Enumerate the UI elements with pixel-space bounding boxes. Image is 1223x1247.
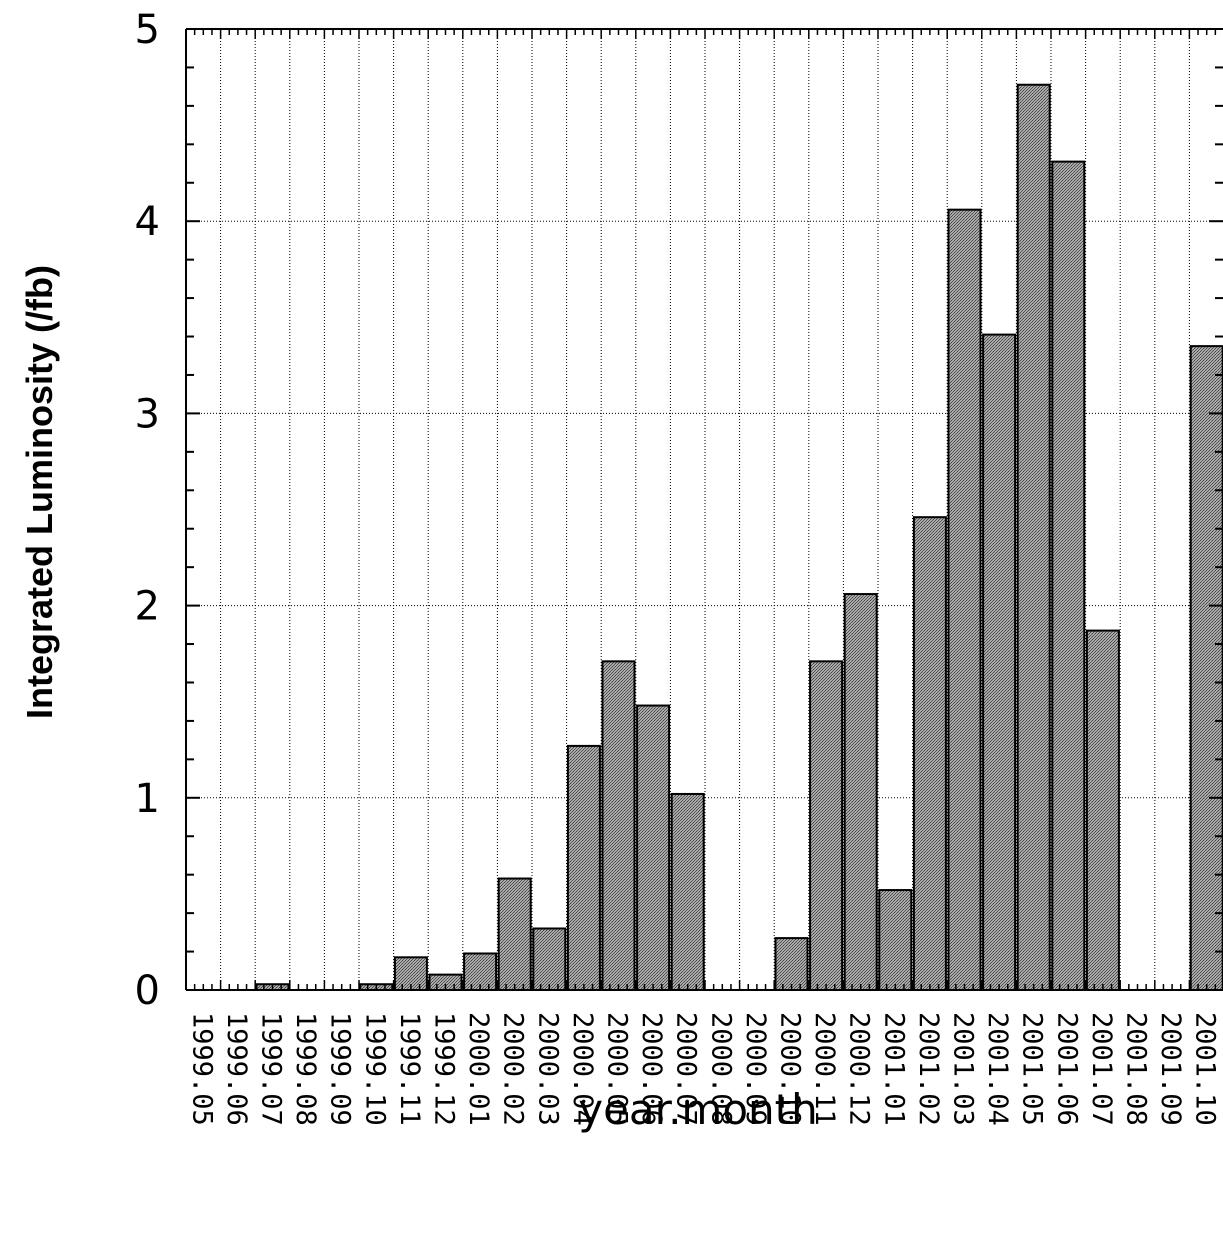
x-tick-label: 2000.06 bbox=[636, 1012, 667, 1126]
bar-2000.10 bbox=[774, 937, 809, 992]
x-tick-label: 2000.04 bbox=[567, 1012, 598, 1126]
y-tick-label: 2 bbox=[135, 584, 160, 630]
y-tick-label: 1 bbox=[135, 776, 160, 822]
x-tick-label: 1999.06 bbox=[221, 1012, 252, 1126]
x-tick-label: 2000.10 bbox=[775, 1012, 806, 1126]
x-tick-label: 2001.04 bbox=[982, 1012, 1013, 1126]
x-axis-title: year.month bbox=[578, 1085, 818, 1134]
x-tick-label: 2001.05 bbox=[1017, 1012, 1048, 1126]
bar-2001.03 bbox=[947, 208, 982, 991]
x-tick-label: 2001.10 bbox=[1190, 1012, 1221, 1126]
bar-2001.07 bbox=[1085, 629, 1120, 991]
bar-2001.01 bbox=[878, 889, 913, 992]
x-tick-label: 2000.01 bbox=[463, 1012, 494, 1126]
bar-2000.03 bbox=[532, 927, 567, 991]
y-tick-label: 3 bbox=[135, 391, 160, 437]
x-tick-label: 2000.07 bbox=[671, 1012, 702, 1126]
y-tick-label: 0 bbox=[135, 968, 160, 1014]
x-tick-label: 1999.10 bbox=[359, 1012, 390, 1126]
bars bbox=[255, 83, 1223, 992]
y-tick-labels: 0 1 2 3 4 5 bbox=[135, 7, 160, 1014]
bar-2001.05 bbox=[1016, 83, 1051, 992]
bar-2001.02 bbox=[912, 516, 947, 991]
x-tick-label: 1999.05 bbox=[186, 1012, 217, 1126]
bar-2001.10 bbox=[1189, 345, 1223, 991]
x-tick-labels: 1999.05 1999.06 1999.07 1999.08 1999.09 1999.… bbox=[186, 1012, 1220, 1126]
x-tick-label: 2001.07 bbox=[1086, 1012, 1117, 1126]
x-tick-label: 2001.09 bbox=[1155, 1012, 1186, 1126]
x-tick-label: 2001.08 bbox=[1121, 1012, 1152, 1126]
plot-frame bbox=[185, 28, 1223, 991]
x-tick-label: 2000.08 bbox=[705, 1012, 736, 1126]
x-tick-label: 2000.09 bbox=[740, 1012, 771, 1126]
bar-2000.04 bbox=[566, 744, 601, 991]
x-tick-label: 2000.05 bbox=[602, 1012, 633, 1126]
x-tick-label: 1999.11 bbox=[394, 1012, 425, 1126]
x-tick-label: 2000.12 bbox=[844, 1012, 875, 1126]
x-tick-label: 2001.06 bbox=[1051, 1012, 1082, 1126]
bar-2000.05 bbox=[601, 660, 636, 991]
y-tick-label: 5 bbox=[135, 7, 160, 53]
bar-2000.12 bbox=[843, 593, 878, 991]
x-tick-label: 1999.08 bbox=[290, 1012, 321, 1126]
x-tick-label: 2000.03 bbox=[532, 1012, 563, 1126]
y-tick-label: 4 bbox=[135, 199, 160, 245]
x-tick-label: 2001.01 bbox=[878, 1012, 909, 1126]
x-tick-label: 2001.03 bbox=[948, 1012, 979, 1126]
bar-2000.06 bbox=[636, 704, 671, 991]
x-tick-label: 1999.09 bbox=[325, 1012, 356, 1126]
bar-2000.01 bbox=[463, 952, 498, 991]
x-tick-label: 2000.02 bbox=[498, 1012, 529, 1126]
x-tick-label: 1999.12 bbox=[429, 1012, 460, 1126]
bar-2001.06 bbox=[1051, 160, 1086, 992]
bar-2000.11 bbox=[809, 660, 844, 991]
x-tick-label: 2000.11 bbox=[809, 1012, 840, 1126]
x-tick-label: 1999.07 bbox=[256, 1012, 287, 1126]
bar-2000.02 bbox=[497, 877, 532, 991]
bar-2001.04 bbox=[982, 333, 1017, 991]
y-axis-title: Integrated Luminosity (/fb) bbox=[19, 265, 60, 719]
x-tick-label: 2001.02 bbox=[913, 1012, 944, 1126]
bar-2000.07 bbox=[670, 792, 705, 991]
